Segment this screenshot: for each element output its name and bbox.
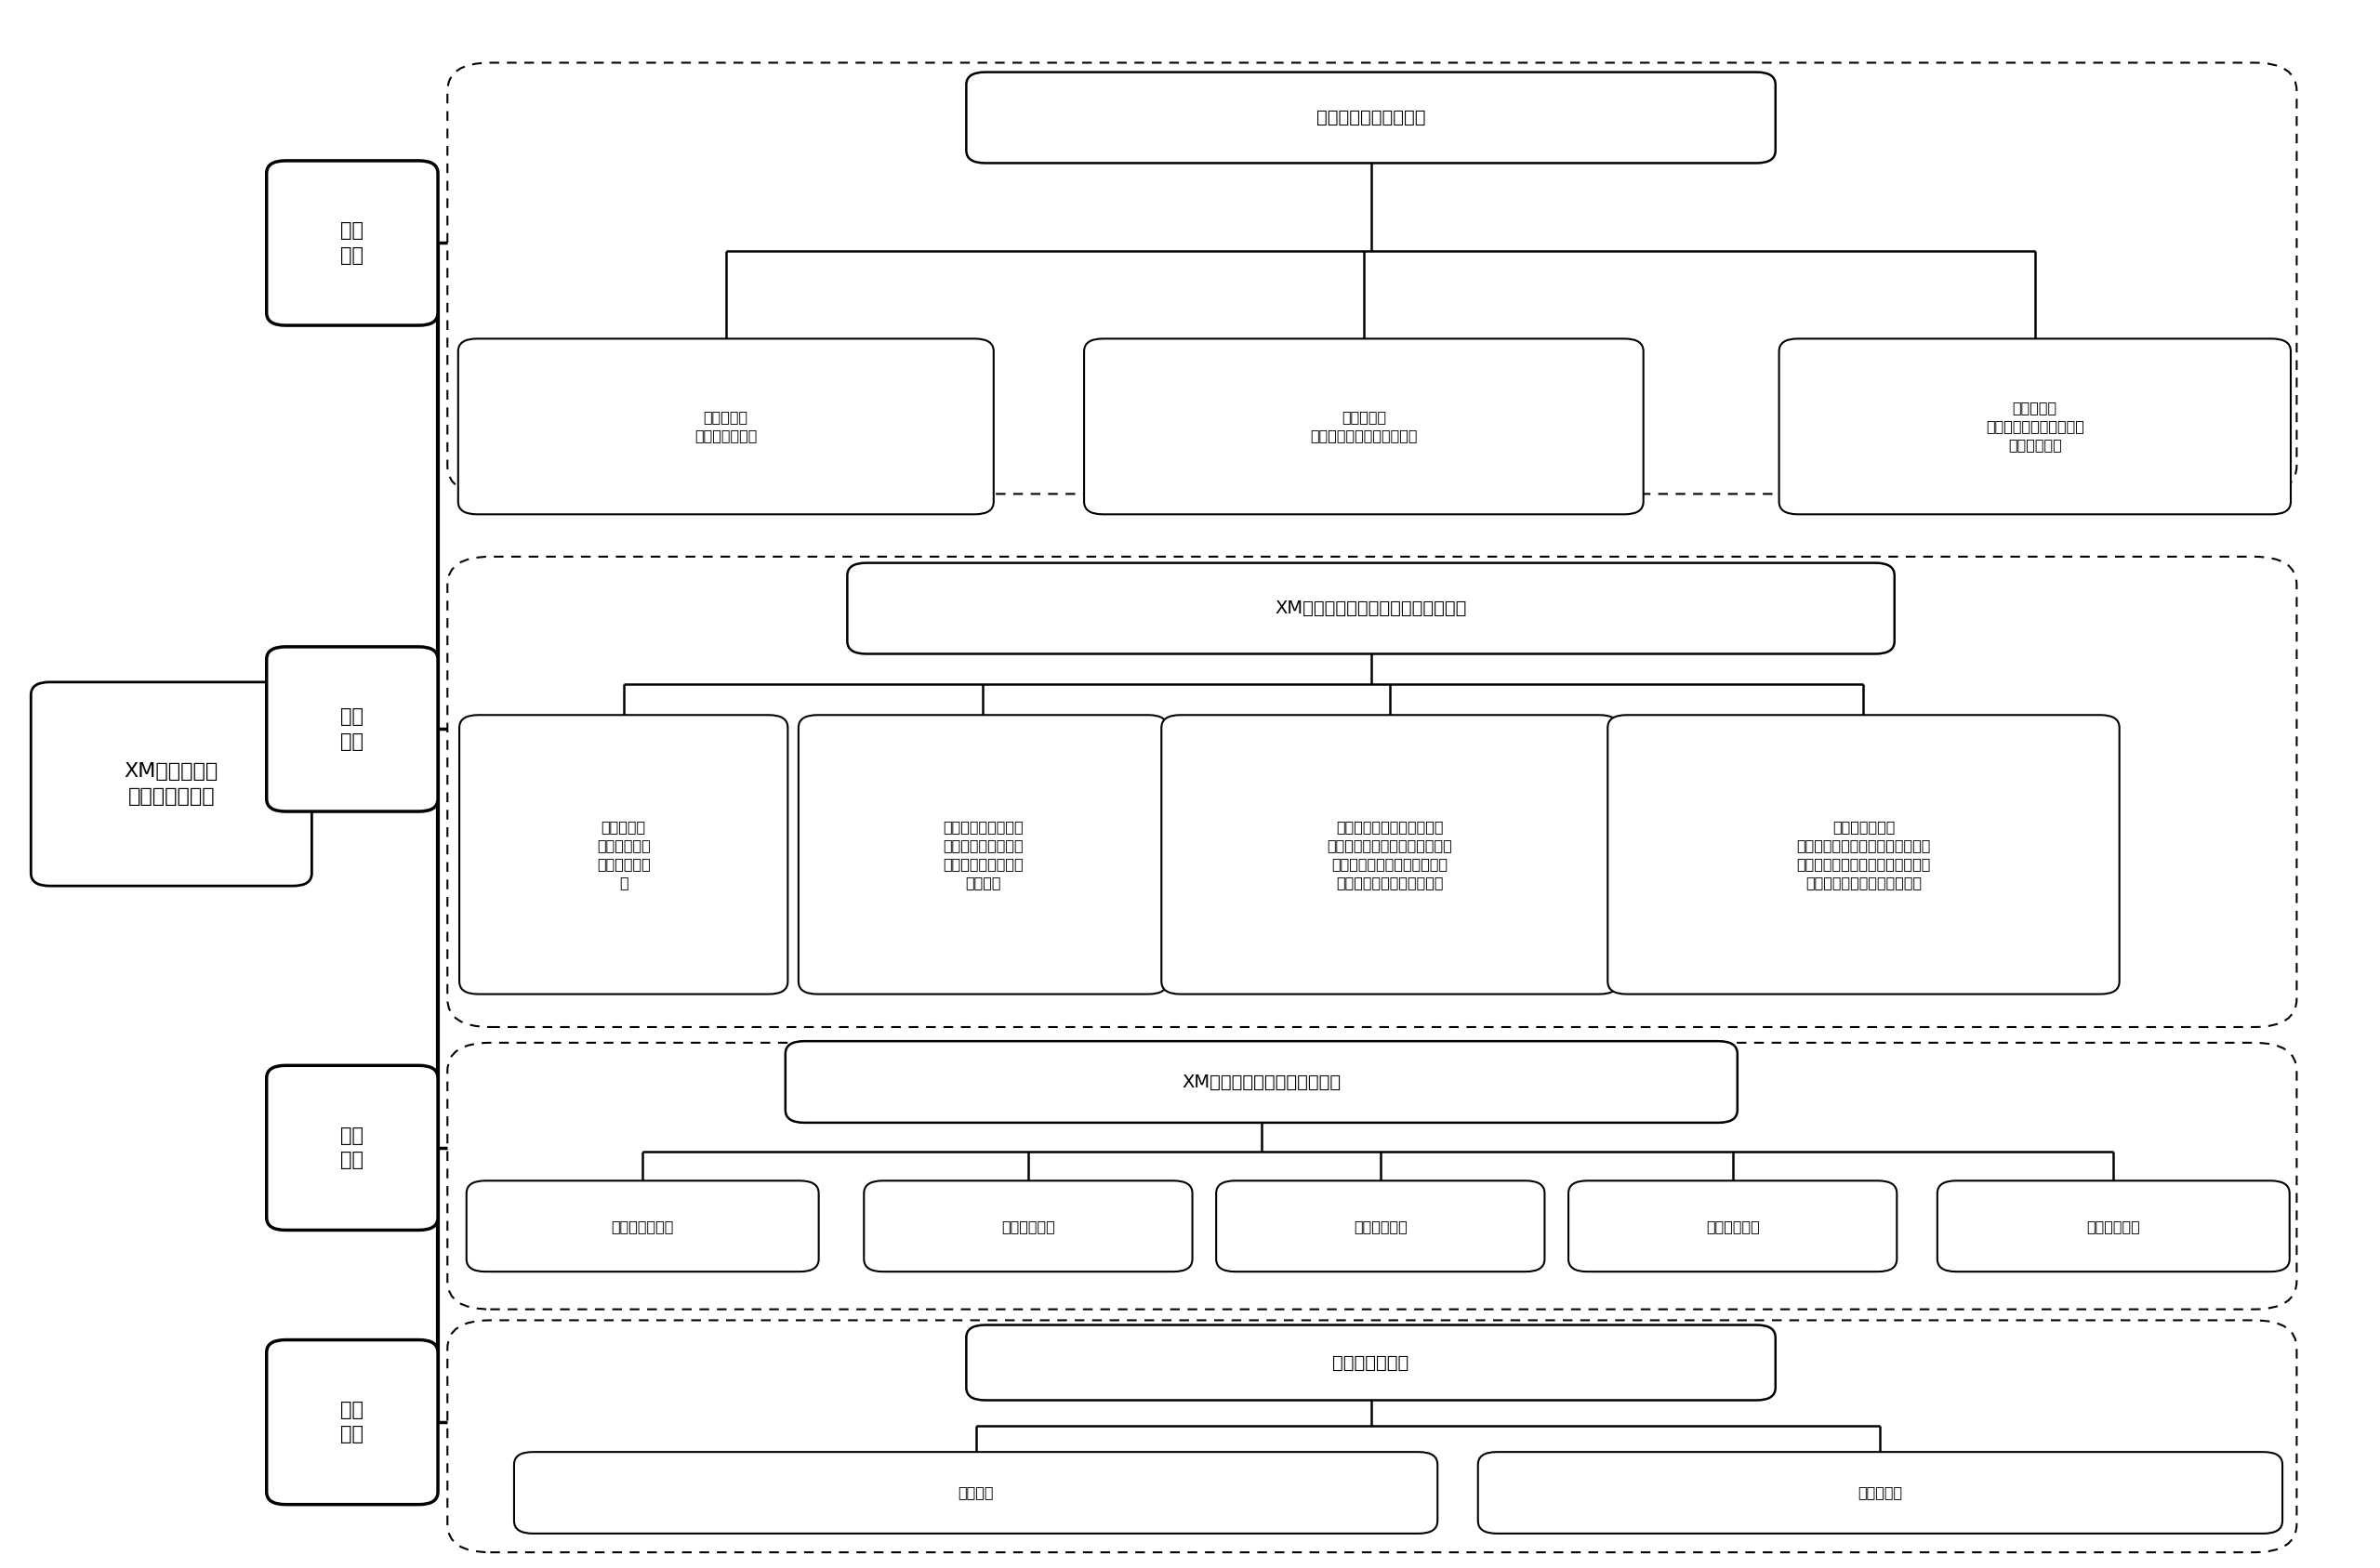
FancyBboxPatch shape bbox=[1216, 1181, 1545, 1272]
FancyBboxPatch shape bbox=[847, 563, 1894, 654]
FancyBboxPatch shape bbox=[267, 1339, 438, 1505]
FancyBboxPatch shape bbox=[1609, 715, 2118, 994]
Text: XM公司员工培训体系优化设计: XM公司员工培训体系优化设计 bbox=[1183, 1073, 1340, 1091]
FancyBboxPatch shape bbox=[457, 339, 995, 514]
Text: 培训制度优化: 培训制度优化 bbox=[1002, 1220, 1054, 1232]
Text: 公司概况：
企业基本情况
、人员队伍情
况: 公司概况： 企业基本情况 、人员队伍情 况 bbox=[597, 820, 650, 889]
FancyBboxPatch shape bbox=[267, 1066, 438, 1229]
Text: 研究背景、意义、理论: 研究背景、意义、理论 bbox=[1316, 108, 1426, 127]
FancyBboxPatch shape bbox=[785, 1041, 1737, 1123]
Text: 培训课程优化: 培训课程优化 bbox=[2087, 1220, 2140, 1232]
Text: 文献综述：
国内外研究动态: 文献综述： 国内外研究动态 bbox=[695, 411, 757, 442]
FancyBboxPatch shape bbox=[966, 72, 1775, 163]
Text: 分析
问题: 分析 问题 bbox=[340, 707, 364, 751]
FancyBboxPatch shape bbox=[267, 162, 438, 326]
FancyBboxPatch shape bbox=[1780, 339, 2290, 514]
Text: XM公司员工培训体系现状及问题分析: XM公司员工培训体系现状及问题分析 bbox=[1276, 599, 1466, 618]
FancyBboxPatch shape bbox=[447, 1320, 2297, 1552]
Text: 理论基础：
学习型组织、成人学习、
柯氏四级评估: 理论基础： 学习型组织、成人学习、 柯氏四级评估 bbox=[1985, 401, 2085, 452]
FancyBboxPatch shape bbox=[459, 715, 788, 994]
Text: 培训流程优化: 培训流程优化 bbox=[1354, 1220, 1407, 1232]
FancyBboxPatch shape bbox=[466, 1181, 819, 1272]
FancyBboxPatch shape bbox=[797, 715, 1166, 994]
Text: 优化原则与目标: 优化原则与目标 bbox=[612, 1220, 674, 1232]
Text: 解决
问题: 解决 问题 bbox=[340, 1126, 364, 1170]
FancyBboxPatch shape bbox=[864, 1181, 1192, 1272]
Text: 不足及展望: 不足及展望 bbox=[1859, 1486, 1902, 1499]
FancyBboxPatch shape bbox=[966, 1325, 1775, 1400]
FancyBboxPatch shape bbox=[1937, 1181, 2290, 1272]
Text: 员工培训体系诊断：
调查问卷设计发放、
人员访谈、员工培训
体系现状: 员工培训体系诊断： 调查问卷设计发放、 人员访谈、员工培训 体系现状 bbox=[942, 820, 1023, 889]
FancyBboxPatch shape bbox=[31, 682, 312, 886]
Text: 问题原因分析：
中高层对培训重视不够、培训需求
收集渠道单一、培训资源配置不够
合理、培训评估转化机制缺失: 问题原因分析： 中高层对培训重视不够、培训需求 收集渠道单一、培训资源配置不够 … bbox=[1797, 820, 1930, 889]
Text: 基本概念：
培训、培训体系、培训作用: 基本概念： 培训、培训体系、培训作用 bbox=[1309, 411, 1418, 442]
FancyBboxPatch shape bbox=[514, 1452, 1438, 1534]
FancyBboxPatch shape bbox=[447, 1043, 2297, 1309]
FancyBboxPatch shape bbox=[1568, 1181, 1897, 1272]
FancyBboxPatch shape bbox=[1478, 1452, 2282, 1534]
FancyBboxPatch shape bbox=[1161, 715, 1618, 994]
FancyBboxPatch shape bbox=[447, 63, 2297, 494]
Text: 员工培训体系存在的问题：
制度建设不系统、流程设计不合
理、师资力量不丰富、课程内
容不实用、评估转化不全面: 员工培训体系存在的问题： 制度建设不系统、流程设计不合 理、师资力量不丰富、课程… bbox=[1328, 820, 1452, 889]
Text: 研究结论及展望: 研究结论及展望 bbox=[1333, 1353, 1409, 1372]
Text: 总结
阶段: 总结 阶段 bbox=[340, 1400, 364, 1444]
Text: XM公司员工培
训体系优化研究: XM公司员工培 训体系优化研究 bbox=[124, 762, 219, 806]
FancyBboxPatch shape bbox=[1085, 339, 1642, 514]
FancyBboxPatch shape bbox=[447, 557, 2297, 1027]
FancyBboxPatch shape bbox=[267, 646, 438, 812]
Text: 培训师资优化: 培训师资优化 bbox=[1706, 1220, 1759, 1232]
Text: 研究结论: 研究结论 bbox=[957, 1486, 995, 1499]
Text: 提出
问题: 提出 问题 bbox=[340, 221, 364, 265]
